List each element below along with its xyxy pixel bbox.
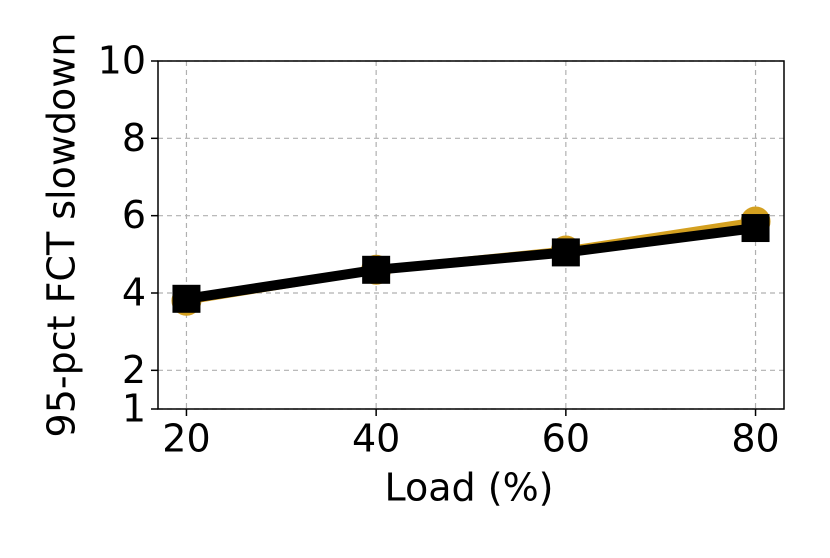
x-tick-label: 80 bbox=[731, 417, 779, 461]
y-tick-label: 10 bbox=[98, 39, 146, 83]
marker bbox=[551, 238, 580, 267]
y-tick-label: 4 bbox=[122, 271, 146, 315]
x-tick-label: 20 bbox=[162, 417, 210, 461]
x-axis-label: Load (%) bbox=[385, 466, 554, 510]
marker bbox=[741, 214, 770, 243]
x-tick-label: 60 bbox=[542, 417, 590, 461]
y-tick-label: 2 bbox=[122, 348, 146, 392]
series-line bbox=[185, 223, 757, 304]
x-tick-label: 40 bbox=[352, 417, 400, 461]
y-tick-label: 8 bbox=[122, 116, 146, 160]
marker bbox=[362, 255, 391, 284]
plot-frame bbox=[157, 60, 785, 410]
y-axis-label: 95-pct FCT slowdown bbox=[40, 33, 84, 438]
marker bbox=[172, 284, 201, 313]
y-tick-label: 1 bbox=[122, 387, 146, 431]
y-tick-label: 6 bbox=[122, 193, 146, 237]
